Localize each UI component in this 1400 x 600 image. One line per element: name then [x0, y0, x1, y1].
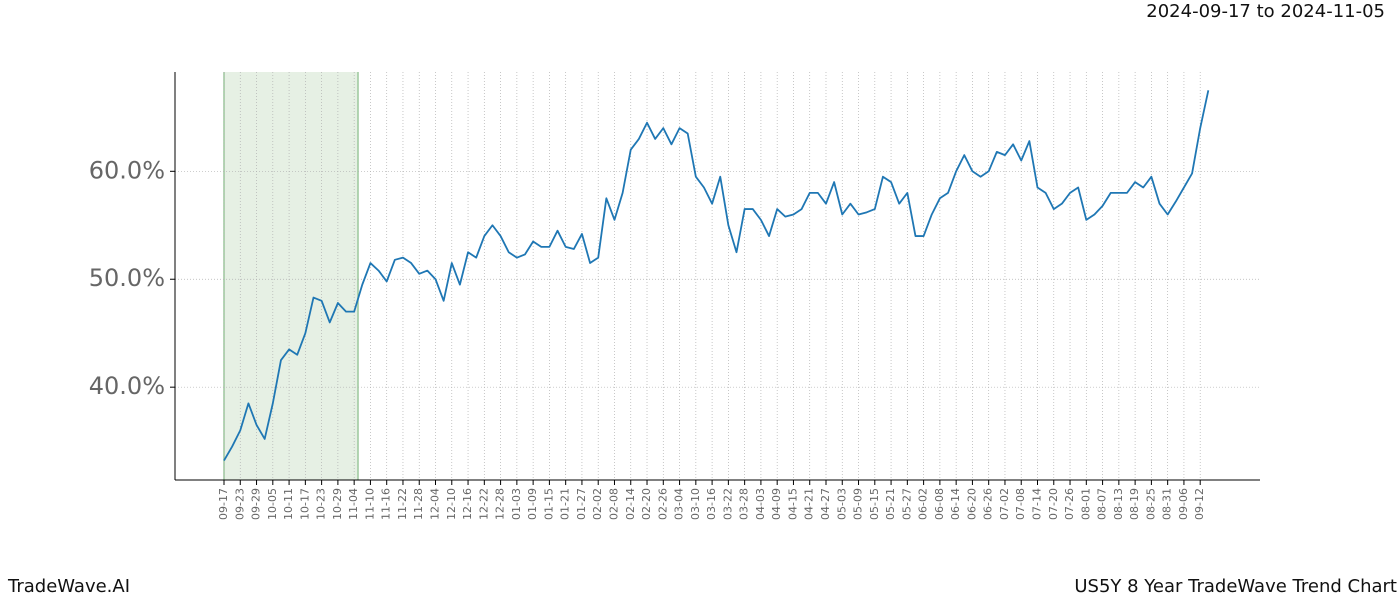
- x-tick-label: 10-05: [266, 488, 279, 520]
- x-tick-label: 03-04: [673, 488, 686, 520]
- x-tick-label: 01-15: [542, 488, 555, 520]
- x-tick-label: 11-22: [396, 488, 409, 520]
- x-tick-label: 06-02: [917, 488, 930, 520]
- x-tick-label: 05-09: [852, 488, 865, 520]
- x-tick-label: 06-26: [982, 488, 995, 520]
- x-tick-label: 02-26: [656, 488, 669, 520]
- x-tick-label: 01-21: [559, 488, 572, 520]
- x-tick-label: 06-20: [965, 488, 978, 520]
- x-tick-label: 12-10: [445, 488, 458, 520]
- x-tick-label: 01-03: [510, 488, 523, 520]
- x-tick-label: 02-14: [624, 488, 637, 520]
- x-tick-label: 06-14: [949, 488, 962, 520]
- trend-line: [223, 90, 1210, 462]
- x-tick-label: 05-15: [868, 488, 881, 520]
- x-tick-label: 02-08: [607, 488, 620, 520]
- x-tick-label: 05-21: [884, 488, 897, 520]
- x-tick-label: 05-03: [835, 488, 848, 520]
- y-tick-label: 40.0%: [89, 372, 165, 400]
- x-tick-label: 03-16: [705, 488, 718, 520]
- x-tick-label: 05-27: [900, 488, 913, 520]
- x-tick-label: 08-31: [1161, 488, 1174, 520]
- x-tick-label: 10-23: [315, 488, 328, 520]
- x-tick-label: 09-23: [233, 488, 246, 520]
- x-tick-label: 01-27: [575, 488, 588, 520]
- x-tick-label: 04-09: [770, 488, 783, 520]
- x-tick-label: 08-01: [1079, 488, 1092, 520]
- x-tick-label: 07-14: [1031, 488, 1044, 520]
- x-tick-label: 10-11: [282, 488, 295, 520]
- x-tick-label: 11-04: [347, 488, 360, 520]
- x-tick-label: 10-29: [331, 488, 344, 520]
- footer-right: US5Y 8 Year TradeWave Trend Chart: [1074, 576, 1397, 597]
- x-tick-label: 12-22: [477, 488, 490, 520]
- x-tick-label: 07-26: [1063, 488, 1076, 520]
- x-tick-label: 04-21: [803, 488, 816, 520]
- x-tick-label: 11-10: [363, 488, 376, 520]
- x-tick-label: 11-16: [380, 488, 393, 520]
- x-tick-label: 10-17: [298, 488, 311, 520]
- y-tick-label: 50.0%: [89, 264, 165, 292]
- x-tick-label: 01-09: [526, 488, 539, 520]
- x-tick-label: 06-08: [933, 488, 946, 520]
- x-tick-label: 02-02: [591, 488, 604, 520]
- x-tick-label: 12-16: [461, 488, 474, 520]
- x-tick-label: 02-20: [640, 488, 653, 520]
- x-tick-label: 12-04: [429, 488, 442, 520]
- x-tick-label: 11-28: [412, 488, 425, 520]
- x-tick-label: 07-20: [1047, 488, 1060, 520]
- x-tick-label: 03-10: [689, 488, 702, 520]
- chart-title: 2024-09-17 to 2024-11-05: [1146, 1, 1385, 22]
- x-tick-label: 04-27: [819, 488, 832, 520]
- x-tick-label: 08-19: [1128, 488, 1141, 520]
- x-tick-label: 03-22: [721, 488, 734, 520]
- x-tick-label: 09-29: [250, 488, 263, 520]
- x-tick-label: 07-02: [998, 488, 1011, 520]
- x-tick-label: 08-13: [1112, 488, 1125, 520]
- x-tick-label: 09-12: [1193, 488, 1206, 520]
- x-tick-label: 09-17: [217, 488, 230, 520]
- x-tick-label: 12-28: [494, 488, 507, 520]
- x-tick-label: 07-08: [1014, 488, 1027, 520]
- footer-left: TradeWave.AI: [7, 576, 130, 597]
- x-tick-label: 09-06: [1177, 488, 1190, 520]
- x-tick-label: 04-15: [786, 488, 799, 520]
- y-tick-label: 60.0%: [89, 156, 165, 184]
- x-tick-label: 08-25: [1144, 488, 1157, 520]
- x-tick-label: 04-03: [754, 488, 767, 520]
- x-tick-label: 03-28: [738, 488, 751, 520]
- x-tick-label: 08-07: [1096, 488, 1109, 520]
